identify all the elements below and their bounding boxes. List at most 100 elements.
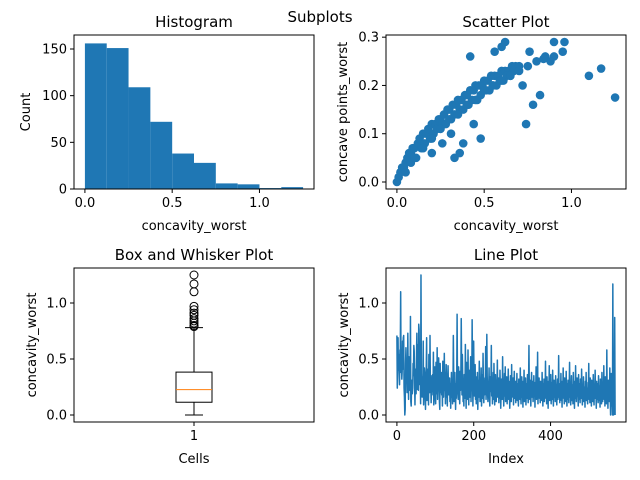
boxplot-box bbox=[175, 371, 213, 403]
scatter-ytick-label: 0.2 bbox=[358, 79, 379, 94]
scatter-point bbox=[410, 153, 419, 163]
histogram-xtick-label: 1.0 bbox=[249, 196, 270, 211]
histogram-xlabel: concavity_worst bbox=[142, 219, 247, 234]
scatter-point bbox=[444, 114, 454, 124]
scatter-point bbox=[427, 148, 437, 158]
scatter-title: Scatter Plot bbox=[462, 13, 549, 31]
lineplot-ytick-label: 1.0 bbox=[358, 297, 379, 312]
histogram-ylabel: Count bbox=[19, 93, 34, 132]
scatter-point bbox=[521, 119, 531, 129]
scatter-point bbox=[506, 71, 515, 81]
lineplot-xtick-label: 200 bbox=[461, 429, 486, 444]
lineplot-panel: Line Plot 0 200 400 0.0 0.5 1.0 Index concavi… bbox=[337, 246, 627, 467]
lineplot-ytick-label: 0.5 bbox=[358, 353, 379, 368]
scatter-point bbox=[523, 61, 533, 71]
histogram-bar bbox=[172, 153, 194, 189]
scatter-point bbox=[476, 134, 485, 143]
boxplot-ytick-label: 0.5 bbox=[46, 353, 67, 368]
lineplot-series-line bbox=[396, 274, 616, 416]
scatter-point bbox=[401, 168, 410, 177]
boxplot-ytick-label: 1.0 bbox=[46, 297, 67, 312]
lineplot-xtick-label: 0 bbox=[393, 429, 401, 444]
boxplot-xlabel: Cells bbox=[178, 452, 209, 467]
boxplot-axes-frame bbox=[73, 267, 315, 423]
lineplot-xlabel: Index bbox=[488, 452, 524, 467]
scatter-point bbox=[453, 110, 463, 119]
boxplot-panel: Box and Whisker Plot 1 0.0 0.5 1.0 Cells co… bbox=[25, 246, 315, 467]
lineplot-ytick-label: 0.0 bbox=[358, 409, 379, 424]
scatter-point bbox=[418, 143, 428, 153]
scatter-point bbox=[479, 85, 489, 95]
scatter-point bbox=[558, 47, 568, 56]
scatter-xtick-label: 0.5 bbox=[474, 196, 495, 211]
scatter-point bbox=[518, 81, 527, 90]
boxplot-ticks: 1 0.0 0.5 1.0 bbox=[46, 297, 198, 445]
scatter-point bbox=[560, 37, 569, 47]
scatter-point bbox=[427, 134, 437, 143]
scatter-point bbox=[610, 93, 620, 102]
boxplot-outlier bbox=[189, 314, 199, 324]
scatter-point bbox=[437, 139, 447, 148]
lineplot-title: Line Plot bbox=[474, 246, 538, 264]
scatter-point bbox=[549, 37, 559, 47]
figure-suptitle: Subplots bbox=[287, 8, 352, 26]
scatter-point bbox=[528, 100, 538, 110]
histogram-bar bbox=[84, 43, 107, 190]
histogram-ticks: 0.0 0.5 1.0 0 50 100 150 bbox=[42, 43, 270, 212]
scatter-point bbox=[539, 54, 548, 64]
histogram-bar bbox=[194, 162, 216, 189]
scatter-ytick-label: 0.0 bbox=[358, 176, 379, 191]
scatter-ytick-label: 0.1 bbox=[358, 127, 379, 142]
histogram-marks bbox=[84, 43, 304, 190]
boxplot-ylabel: concavity_worst bbox=[25, 293, 40, 398]
boxplot-outlier bbox=[189, 308, 199, 318]
boxplot-outlier bbox=[189, 270, 199, 280]
lineplot-axes-frame bbox=[385, 267, 627, 423]
scatter-point bbox=[497, 76, 506, 85]
scatter-point bbox=[514, 66, 524, 76]
scatter-point bbox=[546, 57, 555, 66]
boxplot-outlier bbox=[189, 301, 199, 311]
histogram-bar bbox=[237, 184, 260, 189]
histogram-bar bbox=[150, 121, 173, 189]
scatter-xlabel: concavity_worst bbox=[454, 219, 559, 234]
scatter-ytick-label: 0.3 bbox=[358, 31, 379, 46]
scatter-xtick-label: 0.0 bbox=[387, 196, 408, 211]
scatter-point bbox=[446, 129, 456, 139]
histogram-title: Histogram bbox=[155, 13, 233, 31]
histogram-ytick-label: 150 bbox=[42, 43, 67, 58]
scatter-point bbox=[436, 124, 445, 134]
scatter-ylabel: concave points_worst bbox=[336, 42, 351, 183]
scatter-point bbox=[458, 139, 468, 148]
histogram-axes-frame bbox=[73, 34, 315, 190]
boxplot-xtick-label: 1 bbox=[190, 429, 198, 444]
boxplot-outlier bbox=[189, 320, 199, 330]
histogram-panel: Histogram 0.0 0.5 1.0 0 50 100 150 concavity_w… bbox=[19, 13, 315, 234]
scatter-point bbox=[488, 81, 498, 90]
scatter-xtick-label: 1.0 bbox=[561, 196, 582, 211]
histogram-bar bbox=[215, 183, 238, 189]
histogram-ytick-label: 50 bbox=[50, 136, 67, 151]
lineplot-xtick-label: 400 bbox=[538, 429, 563, 444]
boxplot-outlier bbox=[189, 287, 199, 297]
scatter-point bbox=[465, 52, 475, 61]
scatter-point bbox=[469, 119, 479, 129]
boxplot-ytick-label: 0.0 bbox=[46, 409, 67, 424]
scatter-point bbox=[532, 57, 541, 66]
scatter-point bbox=[596, 64, 606, 73]
histogram-ytick-label: 0 bbox=[59, 183, 67, 198]
histogram-xtick-label: 0.0 bbox=[75, 196, 96, 211]
boxplot-outlier bbox=[189, 305, 199, 315]
scatter-point bbox=[462, 100, 472, 110]
histogram-xtick-label: 0.5 bbox=[162, 196, 183, 211]
scatter-point bbox=[535, 90, 545, 100]
scatter-panel: Scatter Plot 0.0 0.5 1.0 0.0 0.1 0.2 0.3 conca… bbox=[336, 13, 627, 234]
scatter-point bbox=[525, 47, 534, 56]
boxplot-outlier bbox=[189, 279, 199, 289]
scatter-point bbox=[490, 47, 499, 56]
histogram-bar bbox=[106, 48, 129, 189]
histogram-bar bbox=[281, 187, 304, 189]
lineplot-marks bbox=[396, 274, 616, 416]
lineplot-ticks: 0 200 400 0.0 0.5 1.0 bbox=[358, 297, 563, 445]
